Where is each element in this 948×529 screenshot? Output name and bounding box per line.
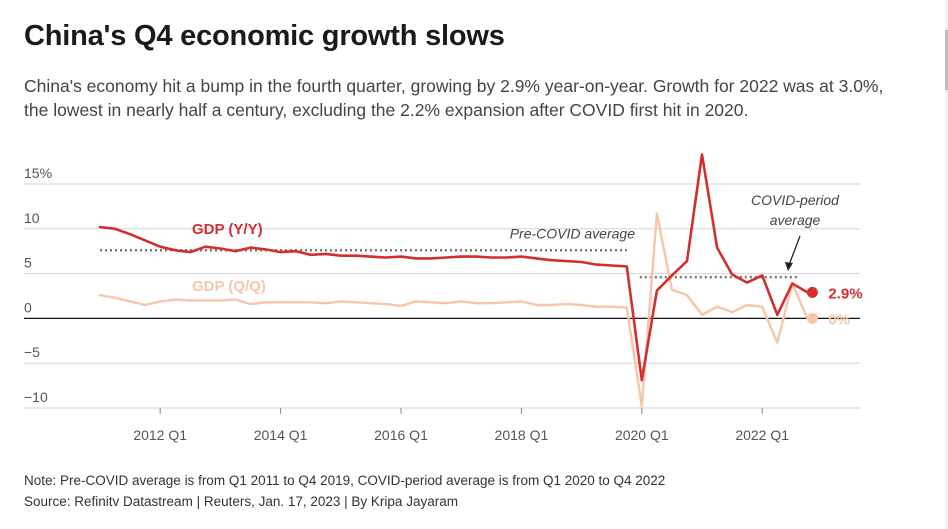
chart-source: Source: Refinitv Datastream | Reuters, J… (24, 494, 458, 509)
y-tick-label: 0 (24, 299, 32, 315)
covid-period-average-label: COVID-period (751, 192, 840, 208)
gdp-yy-line (98, 153, 809, 382)
x-tick-label: 2012 Q1 (133, 427, 187, 443)
gdp-yy-series-label: GDP (Y/Y) (192, 221, 263, 238)
chart-subtitle: China's economy hit a bump in the fourth… (24, 76, 884, 120)
y-tick-label: 5 (24, 255, 32, 271)
y-tick-label: 15% (24, 165, 52, 181)
x-tick-label: 2020 Q1 (615, 427, 669, 443)
covid-period-average-label: average (770, 212, 821, 228)
series-layer (98, 153, 818, 408)
pre-covid-average-label: Pre-COVID average (510, 225, 635, 241)
chart-note: Note: Pre-COVID average is from Q1 2011 … (24, 473, 666, 488)
x-tick-label: 2018 Q1 (495, 427, 549, 443)
x-tick-label: 2022 Q1 (735, 427, 789, 443)
average-lines-layer (100, 249, 798, 279)
x-tick-label: 2014 Q1 (254, 427, 308, 443)
y-tick-label: −5 (24, 344, 40, 360)
gdp-yy-end-label: 2.9% (828, 285, 862, 302)
page-scrollbar-thumb[interactable] (945, 30, 948, 90)
gdp-qq-line (98, 212, 809, 408)
chart-title: China's Q4 economic growth slows (24, 20, 505, 52)
gdp-yy-end-point (806, 286, 818, 298)
y-tick-label: 10 (24, 210, 40, 226)
grid-layer (24, 183, 860, 414)
gdp-qq-end-point (806, 312, 818, 324)
covid-average-arrow (788, 235, 801, 266)
labels-layer: 15% 10 5 0 −5 −10 2012 Q1 2014 Q1 2016 Q1 2018 Q1… (24, 165, 863, 443)
y-tick-label: −10 (24, 389, 48, 405)
page-scrollbar[interactable] (945, 0, 948, 529)
x-tick-label: 2016 Q1 (374, 427, 428, 443)
gdp-qq-end-label: 0% (828, 311, 850, 328)
gdp-qq-series-label: GDP (Q/Q) (192, 278, 266, 295)
covid-average-arrowhead (785, 262, 793, 271)
